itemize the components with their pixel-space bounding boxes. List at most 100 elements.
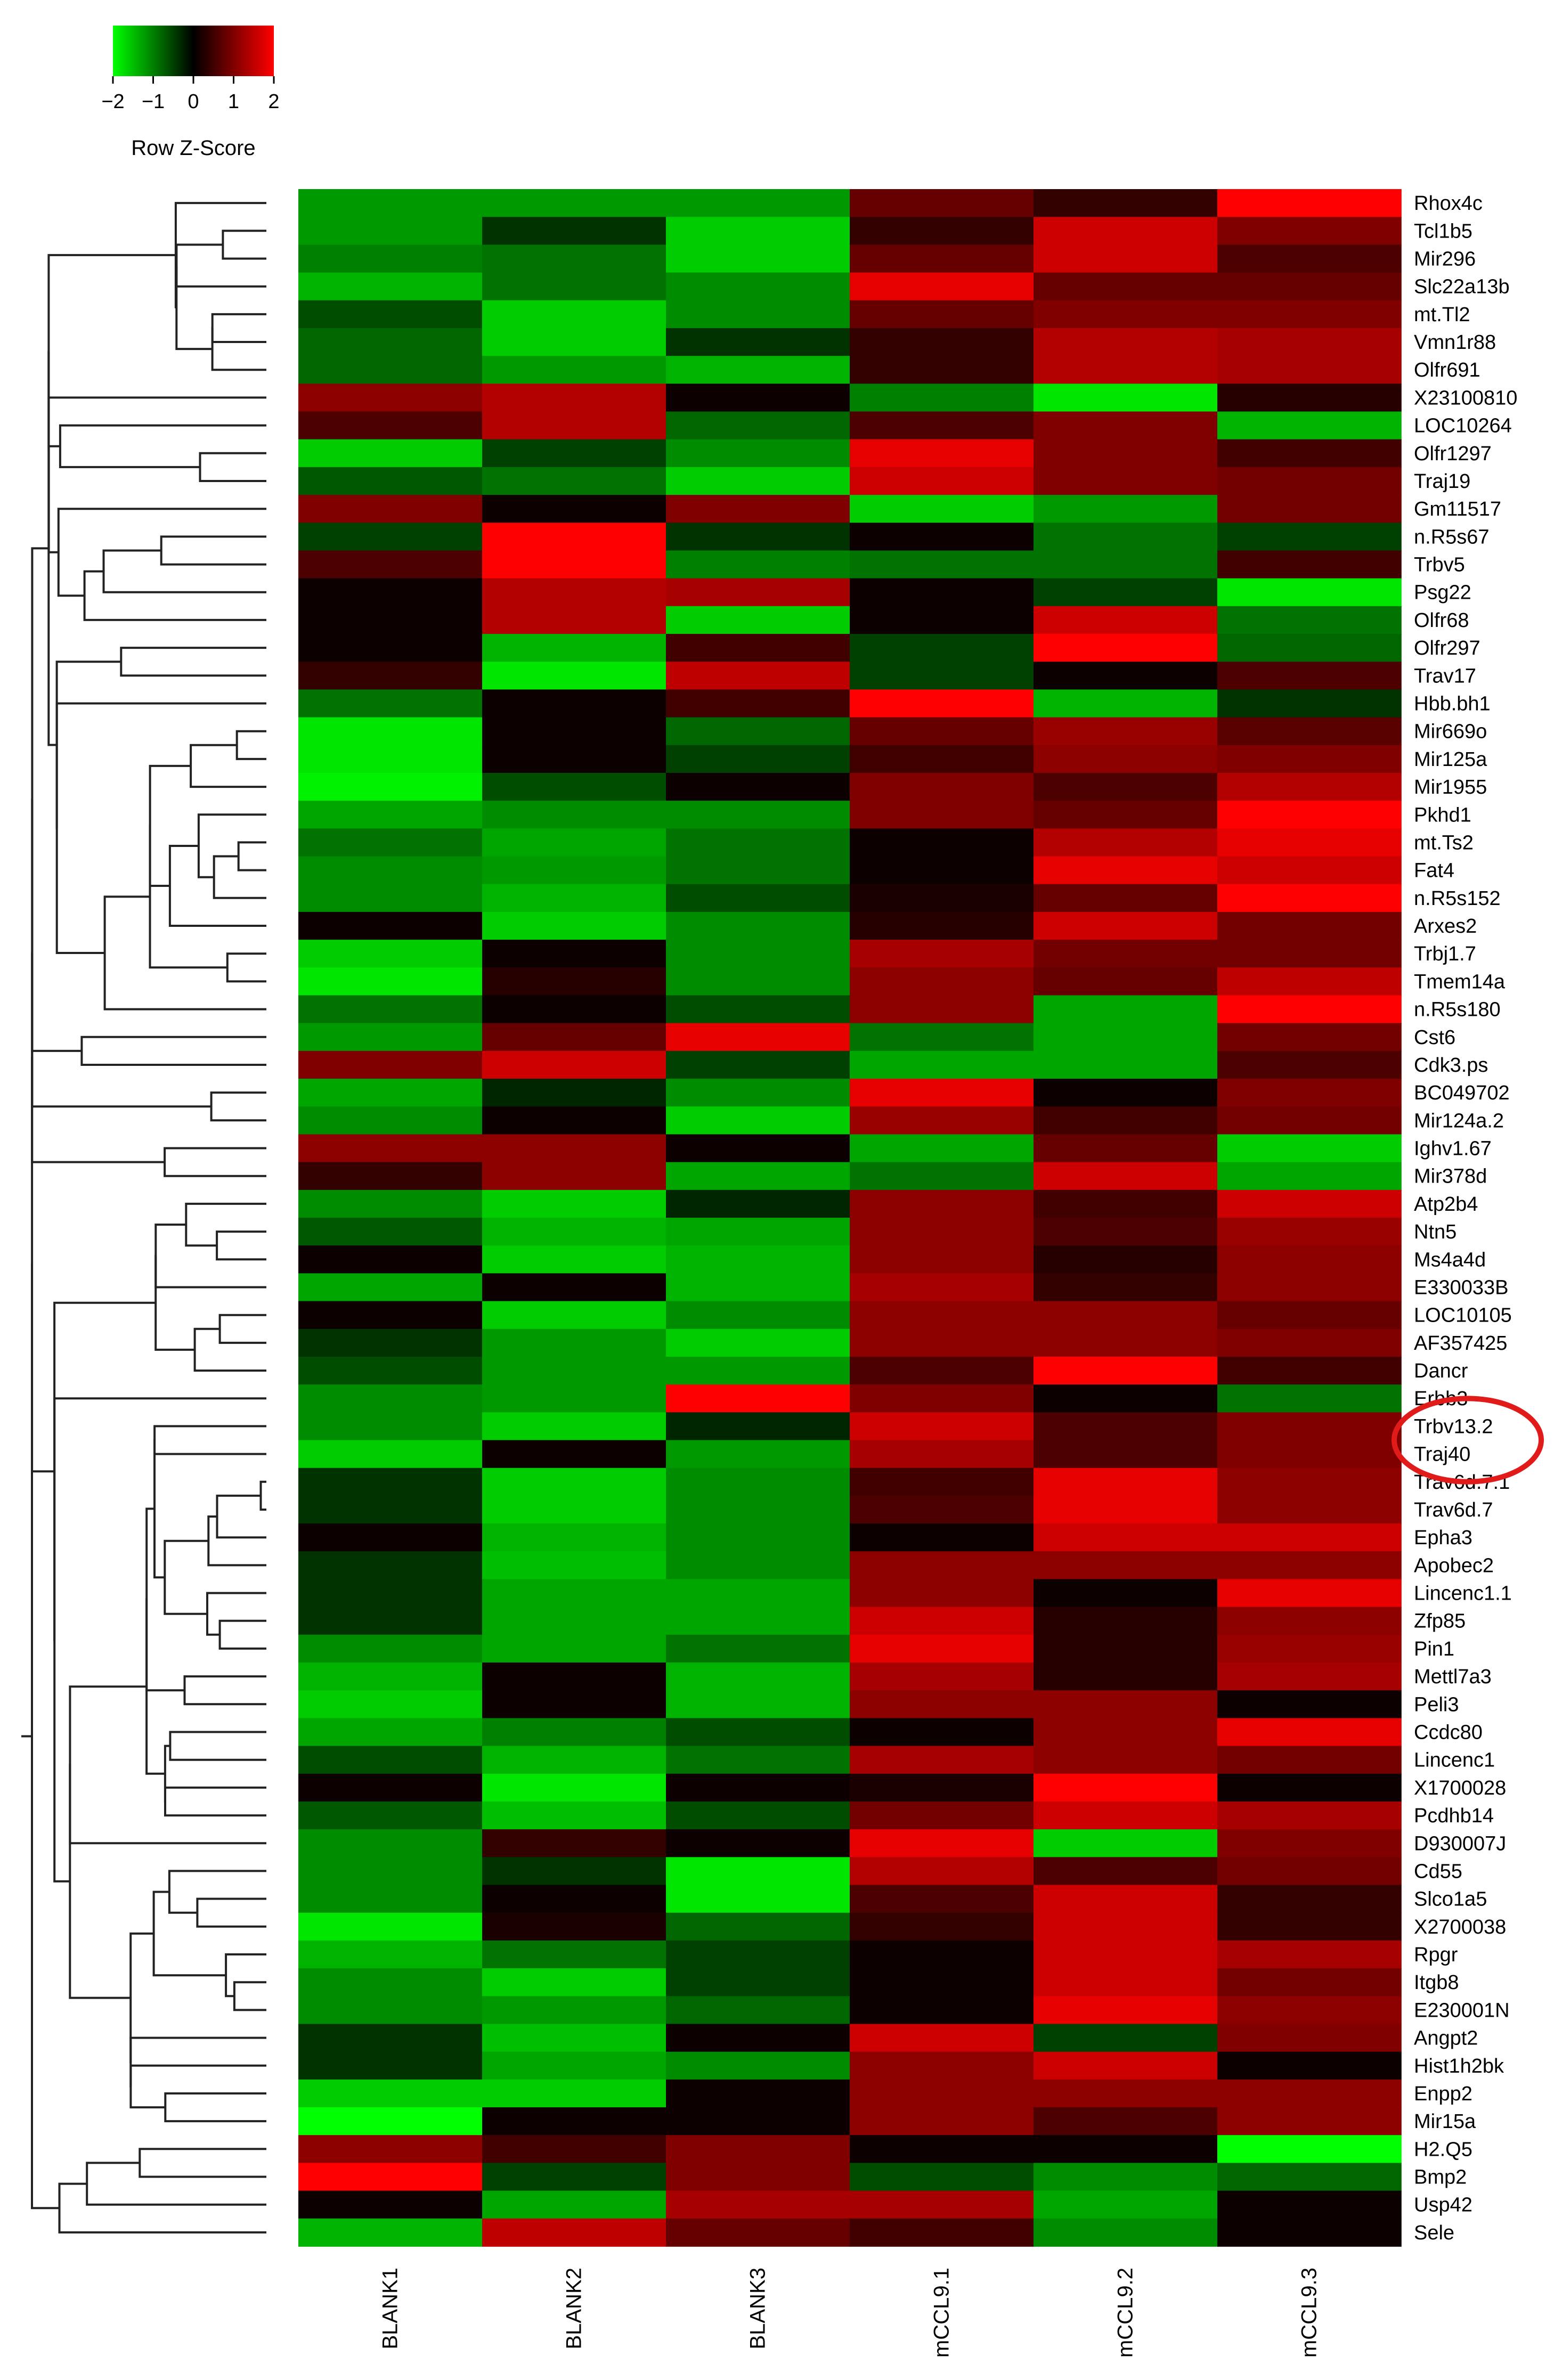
heatmap-cell [482, 1746, 666, 1774]
row-label-lincenc1: Lincenc1 [1414, 1749, 1495, 1772]
heatmap-cell [850, 328, 1034, 356]
heatmap-cell [850, 1134, 1034, 1163]
heatmap-cell [850, 1662, 1034, 1691]
color-key-gradient [113, 26, 274, 76]
row-label-mir669o: Mir669o [1414, 721, 1487, 743]
heatmap-cell [482, 1384, 666, 1413]
heatmap-cell [482, 745, 666, 773]
heatmap-cell [298, 662, 483, 690]
heatmap-cell [1034, 2024, 1218, 2052]
color-key-tick-label: 2 [268, 91, 279, 113]
heatmap-cell [1217, 1523, 1402, 1552]
heatmap-cell [1217, 967, 1402, 996]
heatmap-cell [666, 1328, 850, 1357]
heatmap-cell [482, 550, 666, 579]
heatmap-cell [1217, 2051, 1402, 2080]
heatmap-cell [1034, 1718, 1218, 1747]
heatmap-cell [666, 1384, 850, 1413]
dendrogram-branch [69, 1764, 131, 1999]
heatmap-cell [482, 1162, 666, 1191]
heatmap-cell [482, 2107, 666, 2136]
heatmap-cell [1217, 2163, 1402, 2191]
heatmap-cell [1034, 2107, 1218, 2136]
heatmap-cell [482, 662, 666, 690]
heatmap-cell [666, 1746, 850, 1774]
heatmap-cell [1034, 801, 1218, 829]
heatmap-cell [1217, 2079, 1402, 2108]
heatmap-cell [1034, 1218, 1218, 1246]
heatmap-cell [298, 1245, 483, 1274]
dendrogram-branch [164, 2092, 266, 2123]
dendrogram-branch [55, 702, 266, 954]
heatmap-cell [666, 1579, 850, 1608]
column-label-blank3: BLANK3 [746, 2268, 770, 2349]
heatmap-cell [482, 1968, 666, 1997]
heatmap-cell [1034, 356, 1218, 385]
heatmap-cell [298, 1829, 483, 1858]
heatmap-cell [1217, 1662, 1402, 1691]
heatmap-cell [850, 2135, 1034, 2164]
heatmap-cell [1217, 856, 1402, 885]
dendrogram-branch [225, 1953, 266, 1998]
heatmap-cell [1217, 828, 1402, 857]
heatmap-cell [850, 662, 1034, 690]
heatmap-cell [1034, 1356, 1218, 1385]
heatmap-cell [482, 2163, 666, 2191]
heatmap-cell [1034, 1301, 1218, 1330]
heatmap-cell [1034, 1079, 1218, 1107]
row-label-mir124a-2: Mir124a.2 [1414, 1110, 1504, 1132]
heatmap-cell [666, 328, 850, 356]
heatmap-cell [1217, 1773, 1402, 1802]
heatmap-cell [1217, 1607, 1402, 1635]
heatmap-cell [850, 1328, 1034, 1357]
heatmap-cell [666, 717, 850, 746]
heatmap-cell [666, 689, 850, 718]
heatmap-cell [482, 1940, 666, 1969]
heatmap-cell [1217, 384, 1402, 412]
heatmap-cell [1217, 995, 1402, 1024]
row-label-x2700038: X2700038 [1414, 1916, 1506, 1938]
dendrogram-branch [129, 1932, 154, 2064]
heatmap-cell [1217, 1189, 1402, 1218]
heatmap-cell [666, 217, 850, 246]
row-label-ntn5: Ntn5 [1414, 1221, 1457, 1243]
row-label-ighv1-67: Ighv1.67 [1414, 1138, 1492, 1160]
heatmap-cell [850, 1079, 1034, 1107]
dendrogram-branch [120, 647, 266, 677]
heatmap-cell [1034, 272, 1218, 301]
heatmap-cell [1034, 1162, 1218, 1191]
heatmap-cell [482, 1189, 666, 1218]
heatmap-cell [850, 1356, 1034, 1385]
heatmap-cell [850, 1440, 1034, 1469]
dendrogram-branch [58, 2182, 266, 2234]
heatmap-cell [1034, 1607, 1218, 1635]
heatmap-cell [666, 1440, 850, 1469]
heatmap-cell [1034, 550, 1218, 579]
heatmap-cell [298, 384, 483, 412]
row-label-bc049702: BC049702 [1414, 1082, 1510, 1104]
heatmap-cell [482, 1440, 666, 1469]
heatmap-cell [1034, 1468, 1218, 1496]
heatmap-cell [1034, 828, 1218, 857]
row-label-mettl7a3: Mettl7a3 [1414, 1666, 1492, 1688]
dendrogram-branch [211, 327, 266, 371]
heatmap-cell [850, 1801, 1034, 1830]
heatmap-cell [666, 384, 850, 412]
heatmap-cell [1217, 578, 1402, 607]
row-label-h2-q5: H2.Q5 [1414, 2138, 1472, 2161]
heatmap-cell [298, 328, 483, 356]
heatmap-cell [298, 2163, 483, 2191]
heatmap-cell [850, 244, 1034, 273]
heatmap-cell [1217, 2190, 1402, 2219]
heatmap-cell [298, 1940, 483, 1969]
heatmap-cell [298, 1079, 483, 1107]
row-label-trbv13-2: Trbv13.2 [1414, 1415, 1493, 1438]
heatmap-cell [298, 856, 483, 885]
heatmap-cell [1217, 1718, 1402, 1747]
heatmap-cell [666, 1189, 850, 1218]
heatmap-cell [1034, 634, 1218, 663]
heatmap-cell [482, 1218, 666, 1246]
heatmap-cell [666, 439, 850, 468]
row-dendrogram [21, 202, 266, 2234]
